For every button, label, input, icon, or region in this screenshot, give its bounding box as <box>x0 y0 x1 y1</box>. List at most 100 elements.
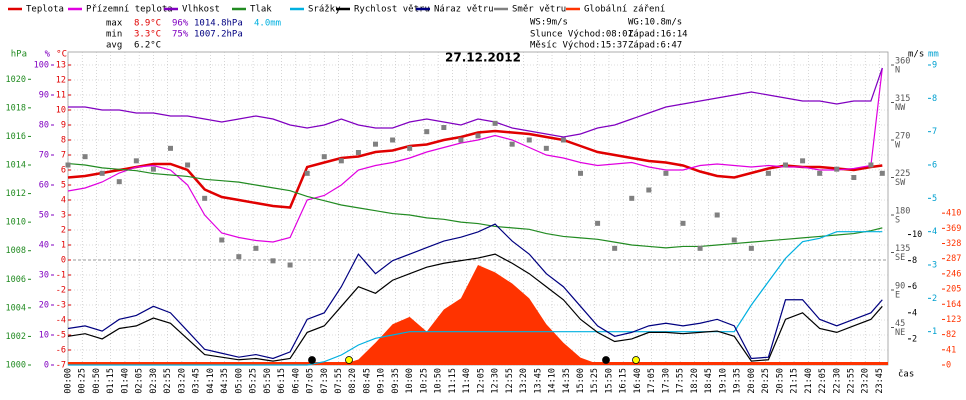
y-tick-label: 45 <box>895 319 905 329</box>
x-tick-label: 00:25 <box>78 368 88 394</box>
info-text: Měsíc Východ:15:37 <box>530 41 628 51</box>
line <box>67 129 883 209</box>
y-tick-label: 1016 <box>6 132 26 142</box>
point <box>287 262 293 268</box>
stat: 96% <box>172 19 189 29</box>
point <box>595 220 601 226</box>
y-tick-label: 10 <box>39 331 49 341</box>
y-tick-label: 135 <box>895 244 910 254</box>
x-tick-label: 20:00 <box>747 368 757 394</box>
point <box>834 166 840 172</box>
y-tick-label: 100 <box>34 61 49 71</box>
y-tick-label: NW <box>895 103 906 113</box>
y-tick-label: 1002 <box>6 332 26 342</box>
x-tick-label: 05:00 <box>234 368 244 394</box>
x-tick-label: 16:15 <box>619 368 629 394</box>
y-tick-label: 12 <box>56 76 66 86</box>
y-tick-label: 1008 <box>6 246 26 256</box>
point <box>270 258 276 264</box>
y-tick-label: -5 <box>56 331 66 341</box>
x-tick-label: 09:35 <box>391 368 401 394</box>
y-tick-label: -1 <box>56 271 66 281</box>
x-tick-label: 12:30 <box>491 368 501 394</box>
y-tick-label: 2 <box>912 334 917 344</box>
x-tick-label: 19:35 <box>733 368 743 394</box>
x-tick-label: 07:30 <box>320 368 330 394</box>
y-tick-label: 20 <box>39 301 49 311</box>
point <box>390 137 396 143</box>
y-tick-label: 0 <box>946 361 951 371</box>
sun-marker <box>632 356 640 364</box>
x-tick-label: 11:15 <box>448 368 458 394</box>
x-tick-label: 05:25 <box>249 368 259 394</box>
info-text: WG:10.8m/s <box>628 18 682 28</box>
y-tick-label: 123 <box>946 315 961 325</box>
point <box>612 245 618 251</box>
y-tick-label: 10 <box>912 230 922 240</box>
stat: 75% <box>172 30 189 40</box>
y-tick-label: 1020 <box>6 75 26 85</box>
point <box>219 237 225 243</box>
legend-label: Směr větru <box>512 5 566 15</box>
point <box>560 137 566 143</box>
y-tick-label: 2 <box>61 226 66 236</box>
point <box>851 175 857 180</box>
axis-unit: °C <box>56 50 67 60</box>
line <box>67 253 883 362</box>
y-tick-label: 360 <box>895 57 910 67</box>
x-tick-label: 18:45 <box>704 368 714 394</box>
point <box>475 133 481 139</box>
y-tick-label: NE <box>895 328 905 338</box>
y-tick-label: 1000 <box>6 361 26 371</box>
point <box>800 158 806 164</box>
y-tick-label: W <box>895 141 901 151</box>
y-tick-label: 6 <box>61 166 66 176</box>
axis-unit: m/s <box>908 50 924 60</box>
point <box>150 166 156 172</box>
x-tick-label: 02:55 <box>163 368 173 394</box>
x-tick-label: 23:20 <box>861 368 871 394</box>
x-tick-label: 22:55 <box>846 368 856 394</box>
x-tick-label: 19:10 <box>718 368 728 394</box>
stat: 8.9°C <box>134 19 161 29</box>
x-tick-label: 09:10 <box>377 368 387 394</box>
y-tick-label: 7 <box>932 127 937 137</box>
y-tick-label: 1 <box>932 327 937 337</box>
axis-unit: % <box>45 50 51 60</box>
y-tick-label: 5 <box>932 194 937 204</box>
point <box>65 162 71 168</box>
stat: 3.3°C <box>134 30 161 40</box>
info-text: Slunce Východ:08:01 <box>530 30 633 40</box>
info-text: Západ:6:47 <box>628 41 682 51</box>
x-tick-label: 03:45 <box>192 368 202 394</box>
point <box>99 170 105 176</box>
x-tick-label: 00:50 <box>92 368 102 394</box>
y-tick-label: 164 <box>946 300 961 310</box>
x-tick-label: 22:05 <box>818 368 828 394</box>
x-tick-label: 07:05 <box>306 368 316 394</box>
y-tick-label: 8 <box>61 136 66 146</box>
y-tick-label: 5 <box>61 181 66 191</box>
point <box>321 154 327 160</box>
y-tick-label: 4 <box>61 196 66 206</box>
point <box>441 125 447 130</box>
y-tick-label: 180 <box>895 207 910 217</box>
x-tick-label: 04:10 <box>206 368 216 394</box>
y-tick-label: 246 <box>946 269 961 279</box>
y-tick-label: 4 <box>912 308 917 318</box>
point <box>168 145 173 151</box>
y-tick-label: 9 <box>61 121 66 131</box>
y-tick-label: 70 <box>39 151 49 161</box>
y-tick-label: SE <box>895 253 905 263</box>
y-tick-label: 270 <box>895 132 910 142</box>
y-tick-label: 6 <box>912 282 917 292</box>
y-tick-label: 11 <box>56 91 66 101</box>
point <box>731 237 737 243</box>
y-tick-label: -7 <box>56 361 66 371</box>
line <box>68 67 883 138</box>
legend-label: Tlak <box>250 5 272 15</box>
x-tick-label: 14:35 <box>562 368 572 394</box>
point <box>373 141 378 147</box>
x-tick-label: 10:50 <box>434 368 444 394</box>
point <box>578 170 583 176</box>
